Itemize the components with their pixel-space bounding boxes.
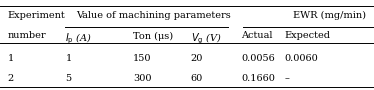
Text: 0.0060: 0.0060 [284, 54, 318, 63]
Text: Expected: Expected [284, 31, 330, 40]
Text: 20: 20 [191, 54, 203, 63]
Text: 0.0056: 0.0056 [241, 54, 275, 63]
Text: –: – [284, 74, 289, 83]
Text: 5: 5 [65, 74, 71, 83]
Text: 1: 1 [65, 54, 72, 63]
Text: number: number [7, 31, 46, 40]
Text: $V_\mathrm{g}$ (V): $V_\mathrm{g}$ (V) [191, 31, 221, 46]
Text: Experiment: Experiment [7, 11, 65, 20]
Text: $I_\mathrm{p}$ (A): $I_\mathrm{p}$ (A) [65, 31, 92, 46]
Text: 1: 1 [7, 54, 14, 63]
Text: 60: 60 [191, 74, 203, 83]
Text: 300: 300 [133, 74, 151, 83]
Text: Value of machining parameters: Value of machining parameters [76, 11, 231, 20]
Text: EWR (mg/min): EWR (mg/min) [292, 11, 366, 20]
Text: Ton (μs): Ton (μs) [133, 31, 173, 41]
Text: Actual: Actual [241, 31, 273, 40]
Text: 2: 2 [7, 74, 14, 83]
Text: 150: 150 [133, 54, 151, 63]
Text: 0.1660: 0.1660 [241, 74, 275, 83]
